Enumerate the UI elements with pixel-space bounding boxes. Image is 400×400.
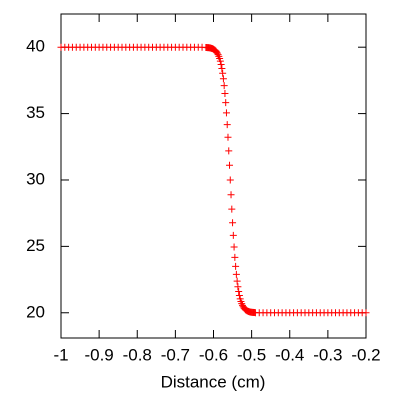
point [235, 292, 243, 300]
x-tick-label: -0.4 [275, 345, 304, 364]
x-tick-label: -0.8 [123, 345, 152, 364]
point [221, 90, 229, 98]
y-tick-label: 35 [26, 103, 45, 122]
point [224, 133, 232, 141]
y-tick-label: 40 [26, 37, 45, 56]
x-tick-label: -0.5 [237, 345, 266, 364]
point [217, 60, 225, 68]
point [222, 109, 230, 117]
point [362, 309, 370, 317]
point [213, 49, 221, 57]
point [229, 219, 237, 227]
point [218, 64, 226, 72]
point [230, 243, 238, 251]
point [223, 121, 231, 129]
point [216, 57, 224, 65]
point [214, 51, 222, 59]
point [232, 262, 240, 270]
y-tick-label: 25 [26, 236, 45, 255]
point [225, 147, 233, 155]
point [219, 75, 227, 83]
point [229, 231, 237, 239]
x-tick-label: -0.3 [313, 345, 342, 364]
point [234, 283, 242, 291]
plot-border [60, 13, 367, 339]
point [232, 270, 240, 278]
x-tick-label: -0.2 [351, 345, 380, 364]
x-tick-label: -0.7 [161, 345, 190, 364]
y-tick-label: 30 [26, 169, 45, 188]
point [238, 300, 246, 308]
x-tick-label: -1 [53, 345, 68, 364]
point [235, 288, 243, 296]
x-tick-label: -0.9 [84, 345, 113, 364]
x-axis-label: Distance (cm) [161, 372, 266, 391]
point [227, 191, 235, 199]
x-tick-label: -0.6 [199, 345, 228, 364]
point [222, 99, 230, 107]
point [226, 161, 234, 169]
point [228, 205, 236, 213]
point [233, 277, 241, 285]
y-tick-label: 20 [26, 302, 45, 321]
point [231, 253, 239, 261]
point [220, 82, 228, 90]
point [226, 176, 234, 184]
point [219, 69, 227, 77]
